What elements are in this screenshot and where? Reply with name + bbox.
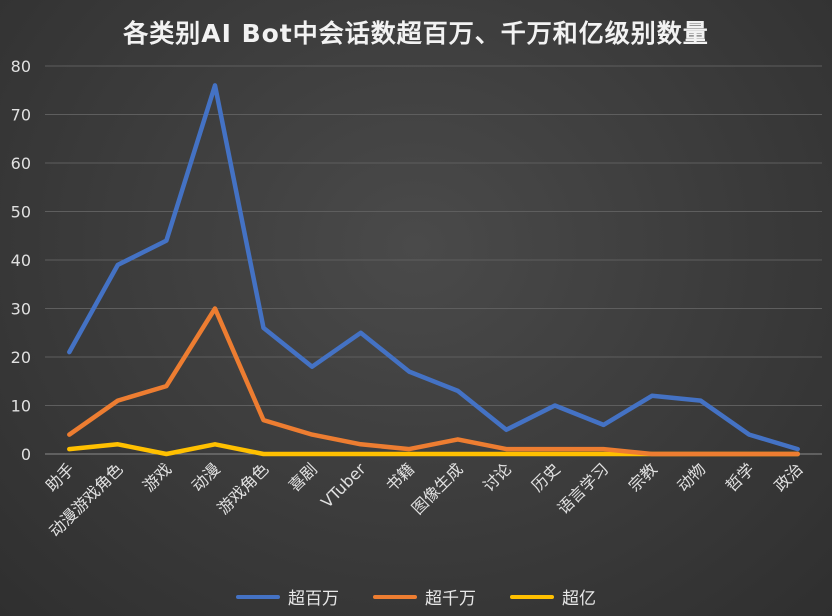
legend-swatch-series-0 <box>236 594 280 599</box>
y-tick-label-10: 10 <box>11 397 31 416</box>
legend-swatch-series-1 <box>373 594 417 599</box>
chart-title: 各类别AI Bot中会话数超百万、千万和亿级别数量 <box>123 19 709 48</box>
x-tick-label-8: 图像生成 <box>408 459 467 518</box>
x-tick-label-6: VTuber <box>317 459 370 512</box>
x-tick-label-4: 游戏角色 <box>214 459 273 518</box>
legend-label-series-0: 超百万 <box>288 589 339 609</box>
legend-label-series-2: 超亿 <box>562 589 596 609</box>
x-tick-label-5: 喜剧 <box>285 459 321 495</box>
legend-swatch-series-2 <box>510 594 554 599</box>
x-tick-label-9: 讨论 <box>479 459 515 495</box>
y-tick-label-40: 40 <box>11 251 31 270</box>
x-tick-label-12: 宗教 <box>625 459 661 495</box>
y-tick-label-50: 50 <box>11 203 31 222</box>
x-tick-label-2: 游戏 <box>139 459 175 495</box>
x-tick-label-3: 动漫 <box>188 459 224 495</box>
chart-legend: 超百万 超千万 超亿 <box>0 584 832 609</box>
x-tick-label-15: 政治 <box>770 459 806 495</box>
y-tick-label-0: 0 <box>21 445 31 464</box>
legend-label-series-1: 超千万 <box>425 589 476 609</box>
y-tick-label-80: 80 <box>11 57 31 76</box>
x-tick-label-13: 动物 <box>673 459 709 495</box>
legend-item-series-2: 超亿 <box>510 584 596 609</box>
x-tick-label-0: 助手 <box>42 459 78 495</box>
x-tick-label-14: 哲学 <box>722 459 758 495</box>
x-tick-label-11: 语言学习 <box>554 459 613 518</box>
y-tick-label-30: 30 <box>11 300 31 319</box>
y-tick-label-70: 70 <box>11 106 31 125</box>
x-tick-label-10: 历史 <box>528 459 564 495</box>
x-tick-label-7: 书籍 <box>382 459 418 495</box>
legend-item-series-1: 超千万 <box>373 584 476 609</box>
y-tick-label-60: 60 <box>11 154 31 173</box>
series-line-0 <box>67 83 800 452</box>
legend-item-series-0: 超百万 <box>236 584 339 609</box>
y-tick-label-20: 20 <box>11 348 31 367</box>
series-line-1 <box>67 306 800 457</box>
